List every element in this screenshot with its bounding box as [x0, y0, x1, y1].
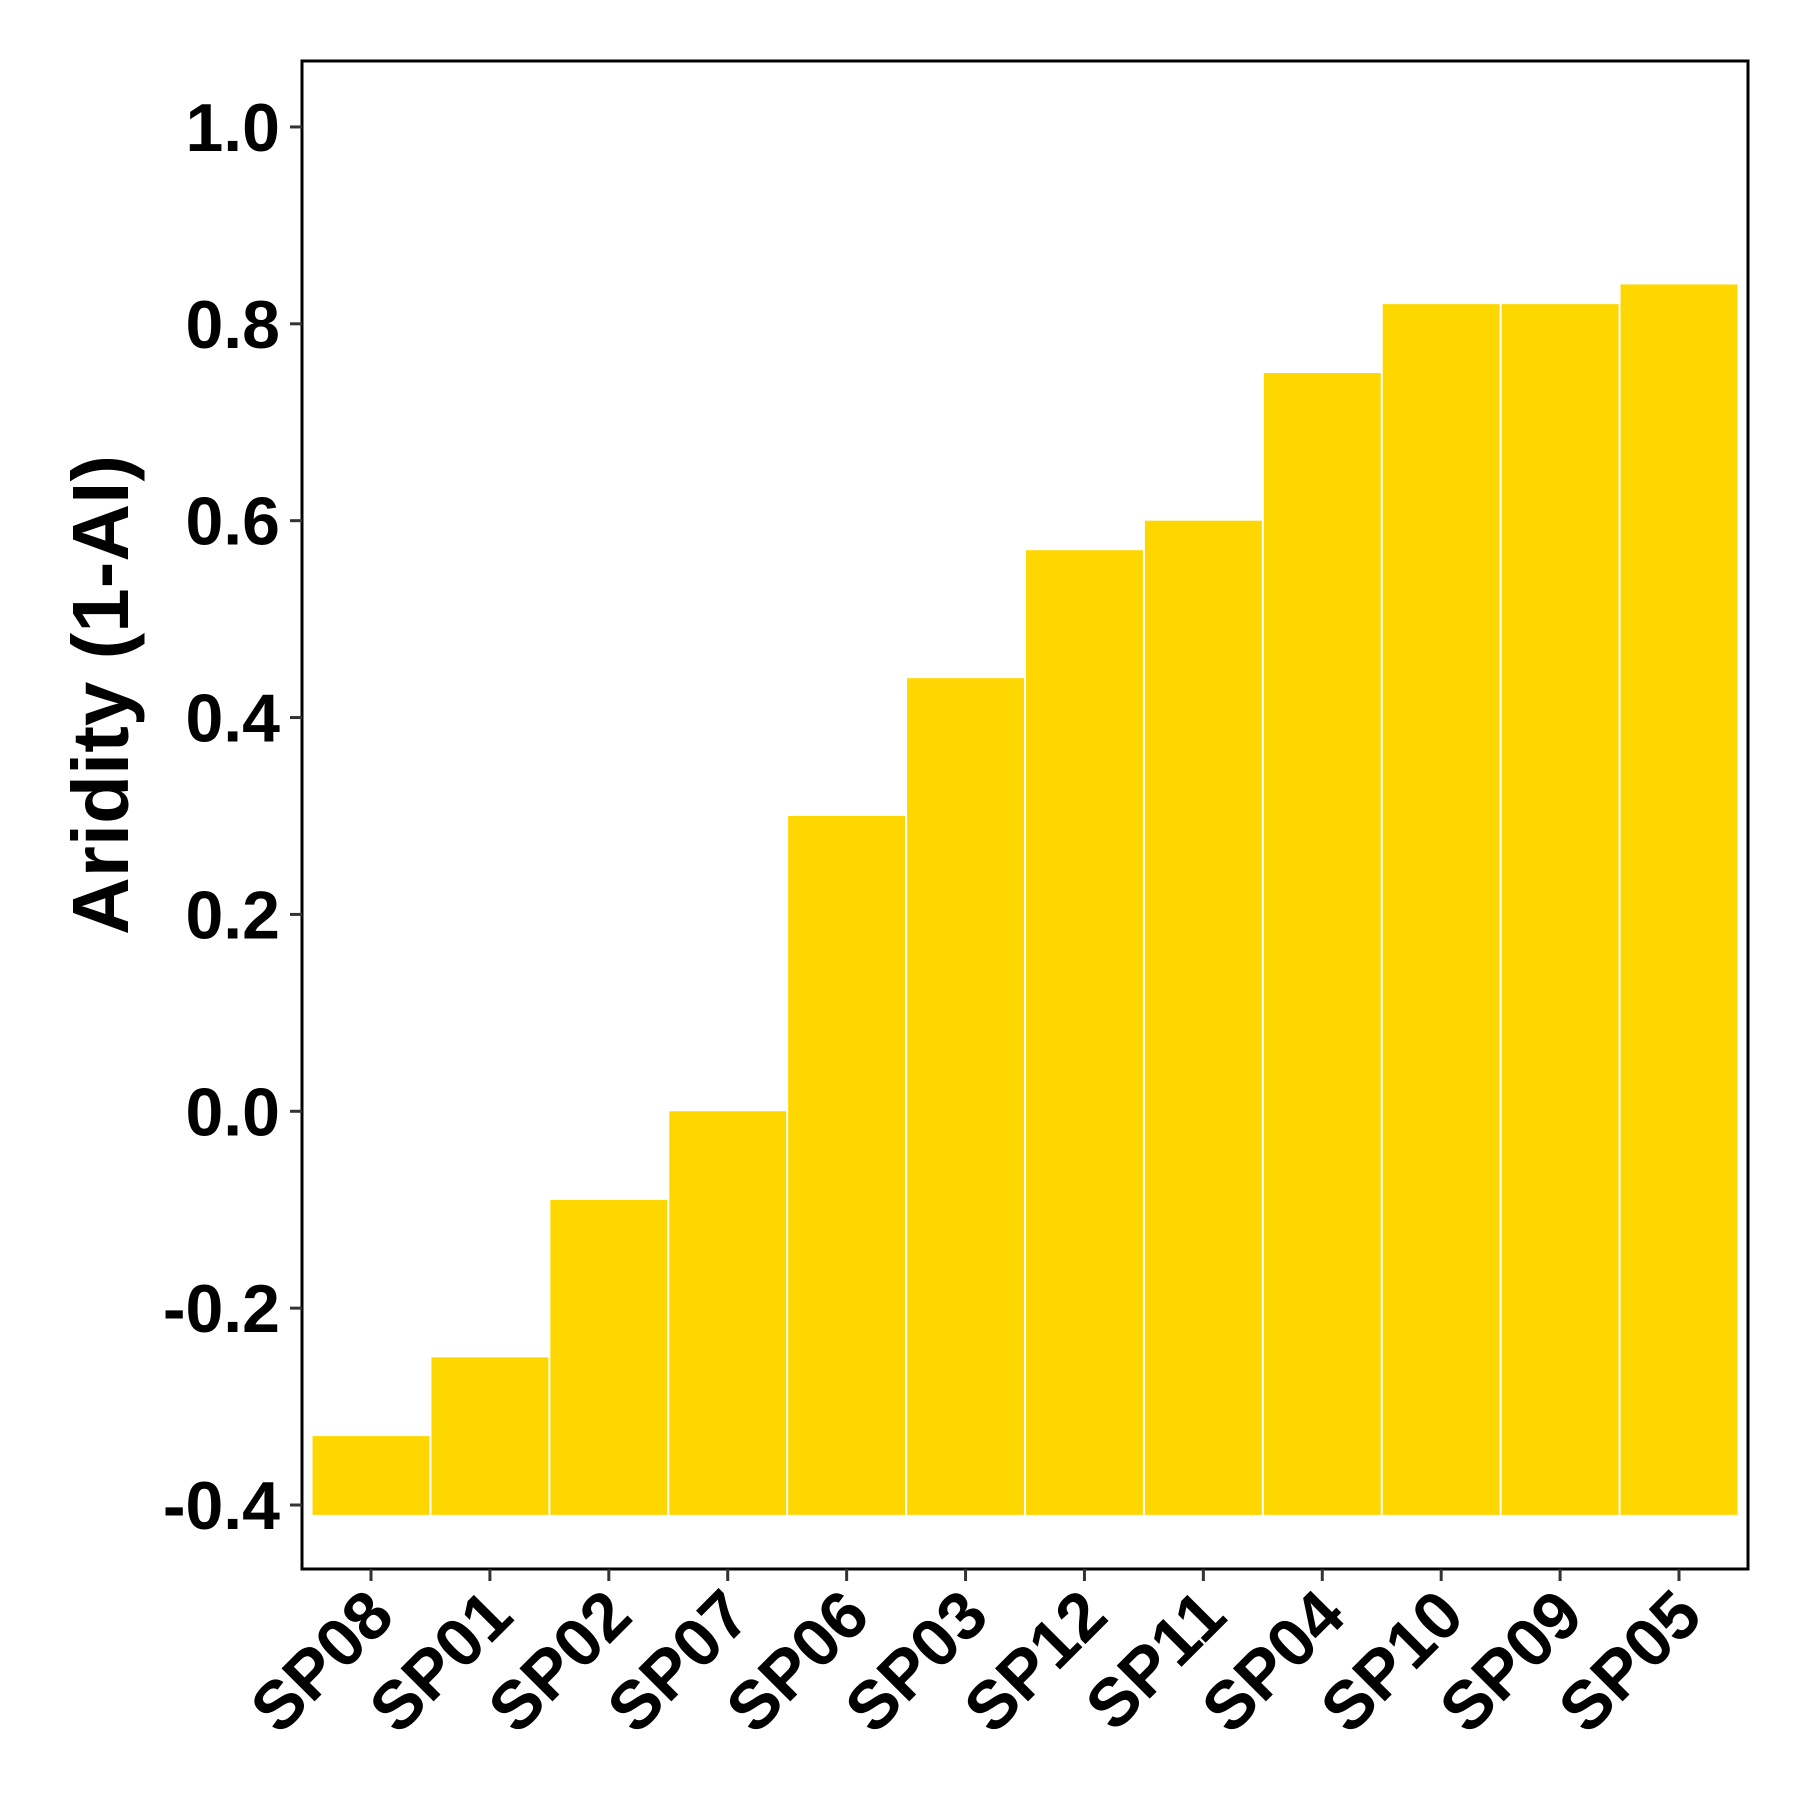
y-tick-label: -0.4 — [163, 1468, 280, 1544]
y-tick-label: 0.4 — [185, 681, 280, 757]
bar-sp01 — [431, 1357, 549, 1515]
x-axis: SP08SP01SP02SP07SP06SP03SP12SP11SP04SP10… — [236, 1569, 1716, 1747]
bars-group — [312, 284, 1738, 1515]
bar-sp05 — [1620, 284, 1738, 1515]
y-tick-label: 0.2 — [185, 877, 280, 953]
bar-sp08 — [312, 1436, 430, 1515]
x-tick-label-sp05: SP05 — [1544, 1576, 1715, 1747]
y-tick-label: 0.0 — [185, 1074, 280, 1150]
plot-panel-border — [300, 59, 1750, 1571]
bar-sp10 — [1382, 304, 1500, 1515]
y-tick-label: 0.6 — [185, 484, 280, 560]
bar-sp02 — [550, 1199, 668, 1515]
y-tick-label: -0.2 — [163, 1271, 280, 1347]
bar-sp07 — [669, 1111, 787, 1515]
y-axis-title: Aridity (1-AI) — [56, 455, 145, 935]
bar-sp03 — [907, 678, 1024, 1515]
bar-sp04 — [1263, 373, 1381, 1515]
y-axis: -0.4 -0.2 0.0 0.2 0.4 0.6 0.8 1.0 — [163, 90, 302, 1544]
bar-sp06 — [788, 815, 906, 1515]
bar-sp11 — [1144, 520, 1262, 1515]
x-tick-label-sp12: SP12 — [950, 1576, 1121, 1747]
y-tick-label: 0.8 — [185, 287, 280, 363]
y-tick-label: 1.0 — [185, 90, 280, 166]
bar-sp12 — [1026, 550, 1143, 1515]
bar-sp09 — [1501, 304, 1619, 1515]
